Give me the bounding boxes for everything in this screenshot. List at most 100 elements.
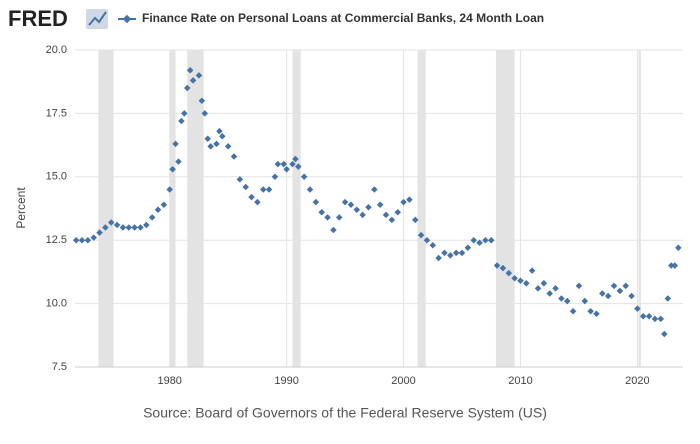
point [186,67,194,74]
x-tick-label: 2020 [625,375,649,387]
point [265,186,273,193]
point [107,219,115,226]
point [645,313,653,320]
point [464,244,472,252]
point [476,239,483,246]
point [183,84,191,92]
point [569,307,577,315]
point [198,97,206,104]
point [353,206,361,214]
y-tick-label: 10.0 [46,298,67,310]
y-tick-label: 20.0 [46,44,67,56]
point [335,214,343,221]
point [671,262,679,269]
point [248,193,255,201]
point [137,224,144,231]
point [318,209,325,216]
point [599,290,606,297]
logo-icon [86,9,108,29]
point [154,206,162,214]
point [84,236,92,244]
recession-band [169,50,176,367]
point [447,252,454,259]
point [330,226,337,234]
point [292,155,299,163]
point [175,158,182,165]
point [517,277,524,285]
point [411,216,419,224]
point [271,173,279,181]
point [581,297,589,305]
recession-band [638,50,641,367]
point [254,198,261,206]
point [131,224,138,231]
y-tick-label: 15.0 [46,171,67,183]
recession-band [187,50,204,367]
point [324,214,331,221]
point [441,249,448,257]
point [169,165,176,173]
point [470,236,477,244]
point [523,280,530,287]
point [376,201,384,208]
point [90,234,97,241]
point [661,330,668,338]
point [242,183,249,191]
point [616,287,624,295]
x-tick-label: 2010 [508,375,532,387]
point [224,143,232,150]
legend-label: Finance Rate on Personal Loans at Commer… [142,11,544,25]
point [493,262,501,269]
point [628,292,635,300]
point [634,305,641,312]
point [382,211,390,219]
point [417,231,425,239]
point [664,295,672,302]
point [365,203,372,211]
point [216,127,223,135]
x-tick-label: 2000 [391,375,415,387]
point [575,282,583,290]
source: Source: Board of Governors of the Federa… [143,405,547,421]
point [274,160,282,168]
point [400,198,407,206]
point [300,173,308,181]
point [72,236,80,244]
point [207,143,214,150]
point [657,315,665,323]
point [359,211,366,219]
point [593,310,600,317]
logo: FRED [8,6,68,31]
point [280,160,287,168]
point [371,186,378,193]
point [388,216,396,224]
point [178,117,185,125]
point [195,72,203,79]
point [181,110,188,117]
point [341,198,349,206]
point [423,236,431,244]
point [458,249,466,257]
point [306,186,314,193]
point [563,297,571,305]
point [172,140,179,148]
point [622,282,629,290]
point [143,221,150,229]
point [452,249,460,257]
point [394,209,401,216]
point [540,280,548,287]
point [534,285,542,292]
y-tick-label: 12.5 [46,234,67,246]
x-tick-label: 1990 [274,375,298,387]
point [499,264,507,272]
point [166,186,173,193]
point [160,201,168,208]
point [283,165,290,173]
y-tick-label: 7.5 [52,361,67,373]
recession-band [98,50,114,367]
x-tick-label: 1980 [157,375,181,387]
point [119,224,127,231]
point [610,282,618,290]
